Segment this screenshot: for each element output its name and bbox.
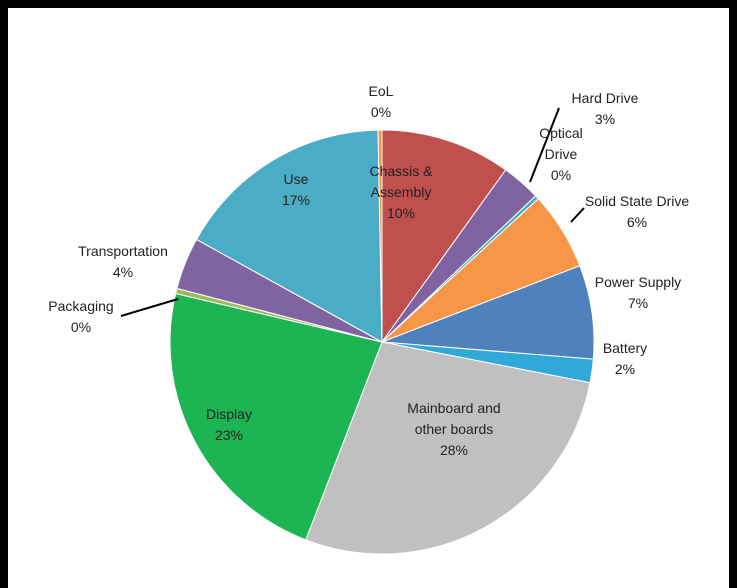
slice-name: Mainboard and — [407, 400, 500, 416]
slice-label: Mainboard and other boards 28% — [407, 400, 500, 458]
chart-frame: Chassis & Assembly 10% Hard Drive 3% Optical D… — [8, 8, 729, 588]
slice-percent: 28% — [440, 442, 468, 458]
slice-label: Chassis & Assembly 10% — [369, 163, 433, 221]
slice-percent: 17% — [282, 192, 310, 208]
slice-label: Display 23% — [206, 406, 252, 443]
slice-name: Power Supply — [595, 274, 681, 290]
slice-label: Optical Drive 0% — [539, 125, 583, 183]
slice-name: Drive — [545, 146, 578, 162]
slice-name: Assembly — [371, 184, 432, 200]
leader-line — [570, 207, 585, 223]
slice-name: Hard Drive — [572, 90, 639, 106]
slice-label: Battery 2% — [603, 340, 647, 377]
slice-percent: 0% — [71, 319, 91, 335]
slice-name: Use — [284, 171, 309, 187]
leader-line — [529, 107, 560, 183]
slice-label: EoL 0% — [369, 83, 394, 120]
slice-name: EoL — [369, 83, 394, 99]
slice-name: Transportation — [78, 243, 168, 259]
slice-label: Power Supply 7% — [595, 274, 681, 311]
slice-percent: 0% — [551, 167, 571, 183]
leader-line — [120, 298, 179, 317]
pie-slice — [305, 341, 591, 555]
slice-name: Chassis & — [369, 163, 433, 179]
pie-slice — [381, 129, 507, 344]
slice-percent: 0% — [371, 104, 391, 120]
slice-name: Solid State Drive — [585, 193, 689, 209]
pie-slice — [377, 129, 383, 343]
slice-percent: 7% — [628, 295, 648, 311]
slice-percent: 23% — [215, 427, 243, 443]
slice-label: Transportation 4% — [78, 243, 168, 280]
slice-name: Packaging — [48, 298, 113, 314]
slice-label: Hard Drive 3% — [572, 90, 639, 127]
slice-label: Solid State Drive 6% — [585, 193, 689, 230]
slice-percent: 2% — [615, 361, 635, 377]
slice-percent: 10% — [387, 205, 415, 221]
slice-name: Optical — [539, 125, 583, 141]
pie-slice — [195, 129, 383, 343]
slice-label: Packaging 0% — [48, 298, 113, 335]
pie-chart: Chassis & Assembly 10% Hard Drive 3% Optical D… — [48, 83, 689, 555]
slice-label: Use 17% — [282, 171, 310, 208]
slice-percent: 3% — [595, 111, 615, 127]
slice-percent: 6% — [627, 214, 647, 230]
pie-slice — [169, 292, 383, 541]
slice-name: Battery — [603, 340, 647, 356]
slice-percent: 4% — [113, 264, 133, 280]
slice-name: other boards — [415, 421, 494, 437]
slice-name: Display — [206, 406, 252, 422]
